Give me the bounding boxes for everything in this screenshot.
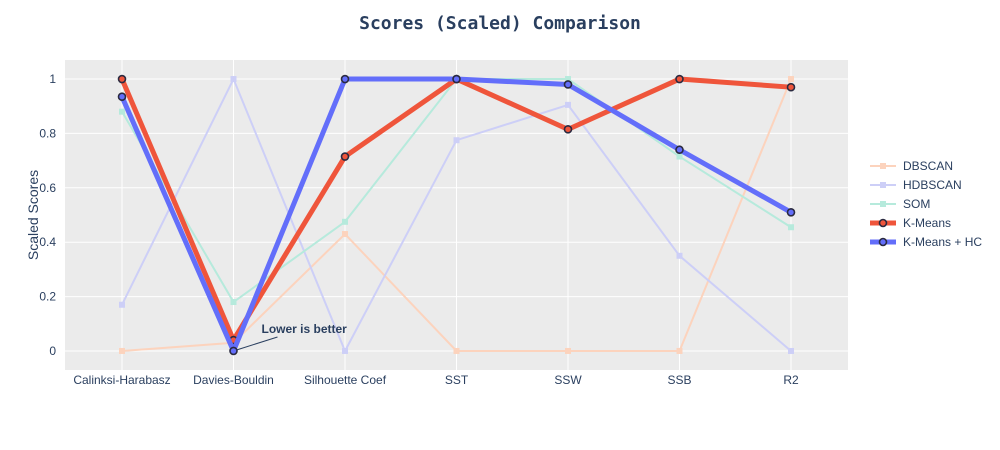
legend-swatch-marker xyxy=(878,218,888,228)
legend-swatch-marker xyxy=(880,182,886,188)
legend-label: DBSCAN xyxy=(903,159,953,173)
point-hdbscan-r2[interactable] xyxy=(788,347,794,354)
legend-item-som[interactable]: SOM xyxy=(870,197,930,211)
point-k-means-calinksi-harabasz[interactable] xyxy=(117,74,127,84)
x-tick-label-calinksi-harabasz: Calinksi-Harabasz xyxy=(73,373,170,387)
point-som-ssb[interactable] xyxy=(676,153,683,160)
point-dbscan-silhouette-coef[interactable] xyxy=(342,231,348,238)
y-axis-title: Scaled Scores xyxy=(25,170,41,260)
x-axis-ticks: Calinksi-Harabasz Davies-Bouldin Silhouett… xyxy=(73,373,799,387)
chart-title: Scores (Scaled) Comparison xyxy=(359,13,641,34)
y-tick-label: 0.4 xyxy=(39,235,56,249)
point-k-means-r2[interactable] xyxy=(786,82,796,92)
annotation-text: Lower is better xyxy=(262,322,348,336)
point-dbscan-ssb[interactable] xyxy=(676,347,683,354)
point-hdbscan-sst[interactable] xyxy=(453,137,460,144)
point-k-means-hc-ssb[interactable] xyxy=(675,145,684,155)
point-k-means-hc-r2[interactable] xyxy=(786,207,796,217)
legend-label: SOM xyxy=(903,197,930,211)
y-tick-label: 0.2 xyxy=(39,290,56,304)
x-tick-label-ssb: SSB xyxy=(667,373,691,387)
x-tick-label-r2: R2 xyxy=(783,373,799,387)
point-hdbscan-ssw[interactable] xyxy=(565,101,571,108)
point-som-calinksi-harabasz[interactable] xyxy=(119,108,125,115)
point-hdbscan-davies-bouldin[interactable] xyxy=(230,76,237,83)
point-k-means-ssw[interactable] xyxy=(563,125,573,134)
series-hdbscan xyxy=(119,76,794,354)
annotations: Lower is better xyxy=(236,322,348,351)
x-tick-label-sst: SST xyxy=(445,373,469,387)
legend-item-hdbscan[interactable]: HDBSCAN xyxy=(870,178,962,192)
annotation-arrow xyxy=(236,336,278,351)
y-tick-label: 0.8 xyxy=(39,126,56,140)
legend-label: K-Means xyxy=(903,216,951,230)
point-som-ssw[interactable] xyxy=(565,76,571,83)
point-dbscan-ssw[interactable] xyxy=(565,347,571,354)
point-k-means-hc-silhouette-coef[interactable] xyxy=(340,74,350,84)
point-k-means-hc-davies-bouldin[interactable] xyxy=(229,346,238,356)
y-tick-label: 1 xyxy=(49,72,56,86)
x-tick-label-silhouette-coef: Silhouette Coef xyxy=(304,373,387,387)
legend-swatch-marker xyxy=(880,201,886,207)
point-dbscan-calinksi-harabasz[interactable] xyxy=(119,347,125,354)
legend-label: K-Means + HC xyxy=(903,235,982,249)
point-k-means-hc-sst[interactable] xyxy=(452,74,461,84)
grid-lines xyxy=(65,60,848,370)
point-k-means-hc-calinksi-harabasz[interactable] xyxy=(117,92,127,102)
series-layer xyxy=(117,74,796,356)
point-k-means-ssb[interactable] xyxy=(675,74,684,84)
legend-swatch-marker xyxy=(878,237,888,247)
point-k-means-silhouette-coef[interactable] xyxy=(340,152,350,161)
legend-swatch-marker xyxy=(880,163,886,169)
point-hdbscan-calinksi-harabasz[interactable] xyxy=(119,301,125,308)
legend-item-dbscan[interactable]: DBSCAN xyxy=(870,159,953,173)
y-axis-ticks: 0 0.2 0.4 0.6 0.8 1 xyxy=(39,72,56,358)
x-tick-label-davies-bouldin: Davies-Bouldin xyxy=(193,373,274,387)
point-dbscan-sst[interactable] xyxy=(453,347,460,354)
series-k-means-hc xyxy=(117,74,796,356)
point-som-r2[interactable] xyxy=(788,224,794,231)
legend-label: HDBSCAN xyxy=(903,178,962,192)
point-som-silhouette-coef[interactable] xyxy=(342,218,348,225)
legend-item-k-means[interactable]: K-Means xyxy=(870,216,951,230)
legend: DBSCAN HDBSCAN SOM K-Means K-Means + HC xyxy=(870,159,982,249)
y-tick-label: 0.6 xyxy=(39,181,56,195)
legend-item-k-means-hc[interactable]: K-Means + HC xyxy=(870,235,982,249)
point-k-means-hc-ssw[interactable] xyxy=(563,80,573,89)
point-som-davies-bouldin[interactable] xyxy=(230,299,237,306)
point-hdbscan-ssb[interactable] xyxy=(676,252,683,259)
point-dbscan-r2[interactable] xyxy=(788,76,794,83)
x-tick-label-ssw: SSW xyxy=(554,373,582,387)
point-hdbscan-silhouette-coef[interactable] xyxy=(342,347,348,354)
y-tick-label: 0 xyxy=(49,344,56,358)
